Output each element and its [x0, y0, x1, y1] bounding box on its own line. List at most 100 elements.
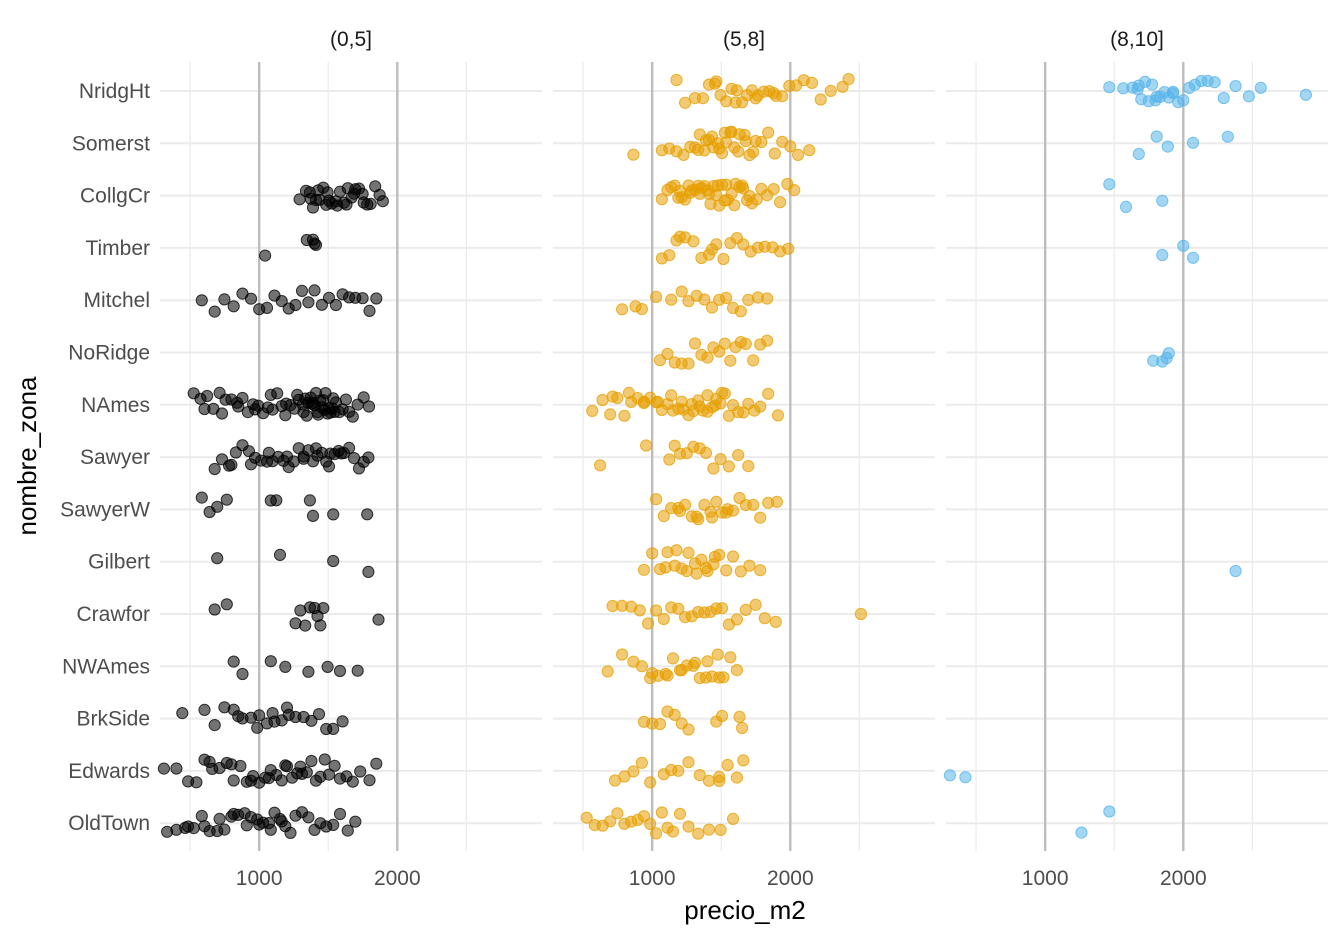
facet-panel: 1000 2000 (8,10] — [943, 28, 1328, 890]
y-axis-title: nombre_zona — [12, 376, 42, 536]
data-point — [767, 183, 780, 196]
data-point — [208, 305, 221, 318]
data-point — [730, 771, 744, 784]
data-point — [742, 460, 755, 473]
data-point — [743, 559, 756, 572]
data-point — [327, 508, 340, 521]
data-point — [627, 148, 640, 161]
data-point — [724, 651, 737, 664]
data-point — [682, 357, 695, 370]
data-point — [264, 823, 277, 836]
data-point — [755, 135, 768, 149]
data-point — [279, 409, 292, 422]
data-point — [336, 715, 349, 728]
data-point — [720, 178, 733, 191]
y-tick-label: Timber — [85, 237, 150, 260]
data-point — [732, 449, 745, 462]
data-point — [1177, 94, 1190, 107]
data-point — [705, 130, 719, 143]
data-point — [699, 446, 713, 459]
data-point — [586, 404, 599, 417]
data-point — [305, 754, 318, 768]
data-point — [328, 759, 341, 772]
data-point — [721, 758, 734, 772]
data-point — [739, 135, 752, 148]
data-point — [665, 293, 678, 306]
data-point — [737, 238, 750, 251]
data-point — [726, 550, 740, 563]
data-point — [322, 460, 336, 473]
data-point — [736, 179, 749, 192]
data-point — [351, 664, 364, 677]
data-point — [327, 392, 340, 405]
x-tick-label: 2000 — [374, 867, 421, 890]
data-point — [687, 235, 700, 248]
data-point — [774, 196, 787, 209]
data-point — [732, 145, 745, 158]
data-point — [725, 125, 738, 138]
data-point — [657, 612, 670, 626]
data-point — [1132, 79, 1145, 92]
data-point — [635, 303, 649, 316]
data-point — [333, 664, 347, 678]
data-point — [762, 126, 775, 139]
data-point — [275, 295, 288, 308]
data-point — [362, 565, 375, 579]
facet-strip-label: (5,8] — [723, 28, 765, 51]
data-point — [1186, 136, 1200, 149]
data-point — [357, 391, 370, 404]
data-point — [650, 604, 663, 617]
data-point — [176, 707, 189, 720]
data-point — [227, 655, 240, 668]
facet-panel: 1000 2000 (0,5] — [157, 28, 542, 890]
data-point — [264, 388, 277, 401]
data-point — [195, 491, 208, 504]
data-point — [668, 708, 681, 722]
data-point — [714, 823, 727, 837]
data-point — [1229, 564, 1242, 578]
data-point — [349, 815, 362, 828]
data-point — [803, 144, 816, 157]
data-point — [279, 660, 292, 674]
data-point — [622, 386, 636, 399]
y-tick-label: Edwards — [68, 760, 150, 783]
data-point — [805, 76, 819, 90]
data-point — [682, 820, 695, 833]
data-point — [713, 671, 726, 684]
data-point — [322, 768, 336, 781]
data-point — [715, 602, 729, 615]
data-point — [244, 774, 258, 787]
data-point — [321, 660, 334, 674]
data-point — [672, 602, 685, 615]
data-point — [698, 293, 711, 306]
data-point — [749, 598, 762, 611]
data-point — [329, 298, 342, 312]
data-point — [327, 818, 340, 832]
data-point — [361, 508, 374, 521]
data-point — [195, 294, 208, 307]
y-tick-label: Somerst — [72, 132, 150, 155]
x-tick-label: 2000 — [767, 867, 814, 890]
data-point — [279, 759, 292, 772]
data-point — [339, 393, 352, 406]
data-point — [618, 770, 631, 783]
data-point — [696, 92, 710, 105]
data-point — [650, 493, 663, 506]
data-point — [720, 506, 733, 519]
data-point — [1208, 76, 1221, 89]
data-point — [232, 400, 245, 413]
data-point — [213, 812, 226, 826]
x-tick-label: 1000 — [236, 867, 283, 890]
facet-strip-label: (0,5] — [330, 28, 372, 51]
data-point — [280, 701, 294, 714]
data-point — [734, 305, 747, 318]
data-point — [225, 758, 238, 771]
data-point — [659, 561, 672, 574]
data-point — [728, 199, 741, 212]
data-point — [663, 249, 676, 262]
data-point — [328, 405, 341, 418]
data-point — [713, 770, 726, 784]
data-point — [736, 721, 749, 735]
data-point — [308, 284, 321, 297]
